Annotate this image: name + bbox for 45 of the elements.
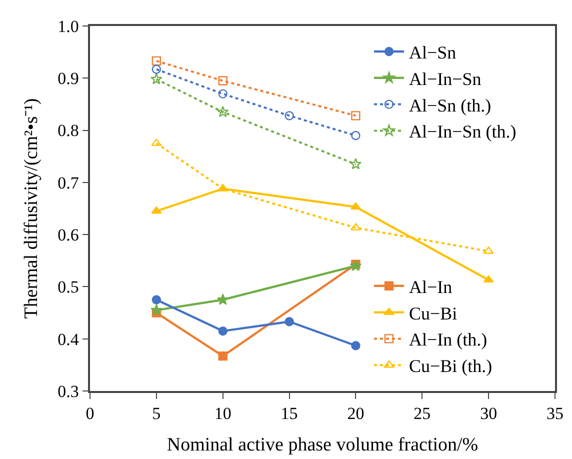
x-tick-label: 0 (86, 404, 94, 424)
y-tick-label: 0.7 (58, 173, 80, 192)
x-tick-label: 10 (214, 404, 232, 424)
x-axis-title: Nominal active phase volume fraction/% (166, 434, 478, 456)
y-tick-label: 0.9 (58, 69, 79, 88)
point (351, 111, 360, 120)
point (350, 202, 361, 210)
legend-label: Al−Sn (409, 42, 456, 63)
y-axis-title: Thermal diffusivity/(cm²•s⁻¹) (20, 98, 42, 319)
legend-label: Al−In (409, 276, 452, 297)
point (218, 76, 228, 86)
x-tick-label: 35 (546, 404, 564, 424)
y-tick-label: 0.3 (58, 382, 79, 401)
point (152, 64, 162, 74)
point (152, 56, 162, 66)
point (284, 111, 294, 120)
point (218, 326, 228, 336)
legend-label: Cu−Bi (409, 303, 458, 324)
y-tick-label: 0.6 (58, 226, 79, 245)
y-tick-label: 0.4 (58, 330, 80, 349)
point (284, 317, 294, 326)
legend-label: Al−Sn (th.) (409, 95, 492, 116)
point (350, 158, 362, 170)
point (351, 130, 360, 140)
point (351, 341, 360, 350)
x-tick-label: 15 (280, 404, 298, 424)
y-tick-label: 0.5 (58, 278, 79, 297)
legend-label: Al−In−Sn (th.) (409, 122, 516, 142)
x-tick-label: 5 (152, 404, 161, 424)
point (483, 275, 494, 283)
x-tick-label: 20 (347, 404, 364, 424)
point (218, 89, 228, 98)
point (216, 294, 229, 305)
legend-label: Al−In (th.) (409, 330, 488, 350)
y-tick-label: 1.0 (58, 16, 79, 36)
x-tick-label: 30 (480, 404, 498, 424)
point (150, 304, 162, 316)
legend-label: Cu−Bi (th.) (409, 356, 492, 376)
legend-label: Al−In−Sn (409, 68, 482, 89)
point (152, 295, 162, 304)
point (216, 106, 229, 118)
point (218, 351, 228, 361)
x-tick-label: 25 (414, 404, 431, 424)
point (150, 72, 162, 84)
y-tick-label: 0.8 (58, 121, 79, 140)
